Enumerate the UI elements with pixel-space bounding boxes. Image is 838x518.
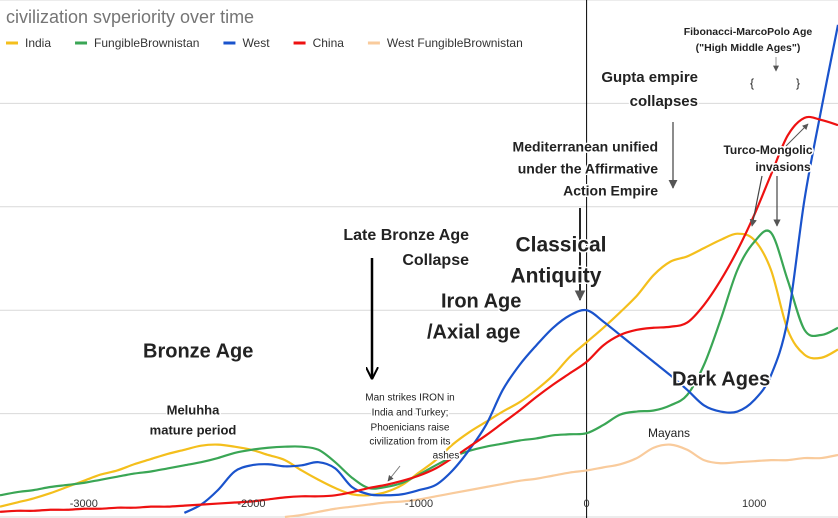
annotation: Gupta empire: [601, 69, 698, 86]
annotation: invasions: [755, 160, 811, 174]
annotation: Mediterranean unified: [513, 139, 658, 155]
x-tick-label: -3000: [70, 498, 98, 510]
annotation: ("High Middle Ages"): [696, 42, 801, 54]
annotation: Collapse: [402, 252, 469, 269]
series-line: [183, 24, 838, 514]
annotation: /Axial age: [427, 321, 520, 343]
series-line: [284, 443, 838, 518]
annotation-arrows: [372, 57, 809, 482]
legend-label: China: [313, 36, 345, 50]
annotation: Phoenicians raise: [371, 423, 450, 434]
annotations: Fibonacci-MarcoPolo Age ("High Middle Age…: [142, 24, 815, 463]
annotation: Antiquity: [511, 265, 602, 288]
annotation: Meluhha: [167, 402, 220, 417]
legend-label: West FungibleBrownistan: [387, 36, 523, 50]
annotation: Mayans: [648, 426, 690, 440]
series-line: [0, 232, 838, 508]
annotation: Man strikes IRON in: [365, 393, 454, 404]
annotation: Iron Age: [441, 290, 521, 312]
x-tick-label: -1000: [405, 498, 433, 510]
x-axis: -3000 -2000 -1000 0 1000: [70, 498, 767, 510]
annotation: under the Affirmative: [518, 161, 658, 177]
annotation: Bronze Age: [143, 340, 253, 362]
annotation: India and Turkey;: [372, 408, 449, 419]
annotation: Late Bronze Age: [343, 227, 469, 244]
annotation: Fibonacci-MarcoPolo Age: [684, 26, 813, 38]
legend: India FungibleBrownistan West China West Fun…: [6, 36, 523, 50]
x-tick-label: 1000: [742, 498, 766, 510]
annotation: Classical: [515, 234, 606, 257]
arrow: [785, 123, 809, 147]
annotation: }: [796, 76, 800, 90]
annotation: {: [750, 76, 754, 90]
arrow: [387, 465, 401, 482]
legend-label: India: [25, 36, 51, 50]
plot-area: [0, 24, 838, 518]
series-line: [0, 115, 838, 513]
x-tick-label: 0: [584, 498, 590, 510]
legend-label: West: [242, 36, 270, 50]
x-tick-label: -2000: [237, 498, 265, 510]
annotation: civilization from its: [369, 437, 450, 448]
annotation: Turco-Mongolic: [723, 143, 812, 157]
annotation: collapses: [630, 93, 698, 110]
arrow: [749, 175, 763, 227]
annotation: Action Empire: [563, 183, 658, 199]
legend-label: FungibleBrownistan: [94, 36, 199, 50]
annotation: mature period: [150, 422, 237, 437]
series-line: [0, 229, 838, 497]
chart-title: civilization svperiority over time: [6, 7, 254, 27]
annotation: ashes: [433, 451, 460, 462]
annotation: Dark Ages: [672, 368, 770, 390]
